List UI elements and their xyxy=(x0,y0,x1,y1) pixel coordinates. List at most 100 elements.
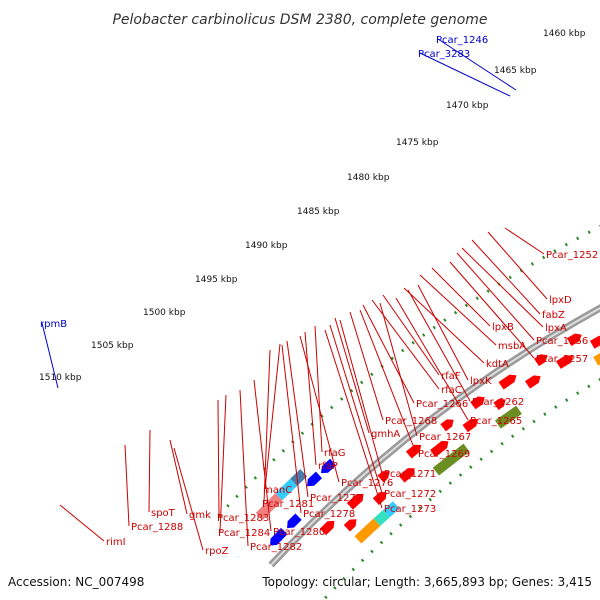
accession-text: Accession: NC_007498 xyxy=(8,575,144,589)
kbp-tick-label: 1485 kbp xyxy=(297,207,340,217)
gene-label[interactable]: rfaP xyxy=(318,461,338,472)
gene-label[interactable]: Pcar_1282 xyxy=(250,542,302,553)
gene-label[interactable]: rfaG xyxy=(324,448,346,459)
label-leader-line xyxy=(407,289,471,402)
gene-label[interactable]: lpxB xyxy=(492,322,514,333)
label-leader-line xyxy=(359,309,417,454)
gene-label[interactable]: Pcar_3283 xyxy=(418,49,470,60)
gene-label[interactable]: manC xyxy=(263,485,292,496)
gene-label[interactable]: lpxA xyxy=(545,323,567,334)
gene-label[interactable]: Pcar_1265 xyxy=(470,416,522,427)
gene-label[interactable]: kdtA xyxy=(486,359,509,370)
forward-gene-arrow xyxy=(319,520,335,536)
label-leader-line xyxy=(124,444,130,527)
cog-category-block xyxy=(290,469,308,486)
gene-label[interactable]: spoT xyxy=(151,508,176,519)
label-leader-line xyxy=(403,287,485,364)
gene-label[interactable]: Pcar_1280 xyxy=(273,527,325,538)
label-leader-line xyxy=(349,311,384,421)
gene-label[interactable]: Pcar_1288 xyxy=(131,522,183,533)
label-leader-line xyxy=(329,324,383,494)
kbp-tick-label: 1500 kbp xyxy=(143,308,186,318)
label-leader-line xyxy=(219,394,227,533)
gene-label[interactable]: Pcar_1268 xyxy=(385,416,437,427)
gene-label[interactable]: rpmB xyxy=(40,319,67,330)
kbp-tick-label: 1480 kbp xyxy=(347,173,390,183)
gene-label[interactable]: gmhA xyxy=(371,429,400,440)
map-title: Pelobacter carbinolicus DSM 2380, comple… xyxy=(112,12,487,28)
label-leader-line xyxy=(339,319,383,474)
gene-label[interactable]: rfaC xyxy=(441,385,462,396)
label-leader-line xyxy=(431,267,491,327)
forward-gene-arrow xyxy=(556,355,573,369)
gene-label[interactable]: Pcar_1271 xyxy=(384,469,436,480)
label-leader-line xyxy=(461,247,544,328)
kbp-tick-label: 1505 kbp xyxy=(91,341,134,351)
kbp-tick-label: 1495 kbp xyxy=(195,275,238,285)
gene-label[interactable]: rpoZ xyxy=(205,546,229,557)
label-leader-line xyxy=(59,504,105,542)
kbp-tick-label: 1465 kbp xyxy=(494,66,537,76)
label-leader-line xyxy=(281,344,302,514)
label-leader-line xyxy=(299,335,340,483)
gene-label[interactable]: fabZ xyxy=(542,310,565,321)
forward-gene-arrow xyxy=(462,418,478,433)
gene-label[interactable]: Pcar_1252 xyxy=(546,250,598,261)
gene-label[interactable]: Pcar_1262 xyxy=(472,397,524,408)
gene-label[interactable]: rfaF xyxy=(441,371,461,382)
label-leader-line xyxy=(487,231,548,300)
label-leader-line xyxy=(314,325,323,453)
label-leader-line xyxy=(362,304,415,404)
gene-label[interactable]: Pcar_1277 xyxy=(310,493,362,504)
gene-label[interactable]: Pcar_1272 xyxy=(384,489,436,500)
forward-gene-arrow xyxy=(566,333,582,346)
gene-label[interactable]: Pcar_1267 xyxy=(419,432,471,443)
gene-label[interactable]: Pcar_1266 xyxy=(416,399,468,410)
kbp-tick-label: 1460 kbp xyxy=(543,29,586,39)
kbp-tick-label: 1490 kbp xyxy=(245,241,288,251)
gene-label[interactable]: Pcar_1256 xyxy=(536,336,588,347)
forward-gene-arrow xyxy=(470,396,485,410)
label-leader-line xyxy=(379,302,418,437)
gene-label[interactable]: Pcar_1257 xyxy=(536,354,588,365)
gene-label[interactable]: Pcar_1246 xyxy=(436,35,488,46)
gene-label[interactable]: Pcar_1273 xyxy=(384,504,436,515)
gene-label[interactable]: Pcar_1269 xyxy=(418,449,470,460)
gene-label[interactable]: Pcar_1281 xyxy=(262,499,314,510)
gene-label[interactable]: lpxK xyxy=(470,376,492,387)
label-leader-line xyxy=(253,379,272,532)
reverse-gene-arrow xyxy=(320,458,337,474)
forward-gene-arrow xyxy=(372,492,387,505)
forward-gene-arrow xyxy=(525,375,541,389)
label-leader-line xyxy=(286,340,309,498)
label-leader-line xyxy=(456,252,535,341)
cog-category-block xyxy=(593,353,600,366)
forward-gene-arrow xyxy=(398,468,415,483)
cog-category-block xyxy=(255,493,283,520)
gene-label[interactable]: Pcar_1283 xyxy=(217,513,269,524)
gene-label[interactable]: Pcar_1278 xyxy=(303,509,355,520)
label-leader-line xyxy=(239,389,249,547)
reverse-gene-arrow xyxy=(287,513,302,529)
gene-label[interactable]: gmk xyxy=(189,510,211,521)
label-leader-line xyxy=(382,294,440,376)
gene-tracks xyxy=(217,224,600,600)
reverse-gene-arrow xyxy=(306,471,323,487)
genome-summary-text: Topology: circular; Length: 3,665,893 bp… xyxy=(261,575,592,589)
gene-label[interactable]: lpxD xyxy=(549,295,572,306)
label-leader-line xyxy=(169,439,188,515)
cog-category-block xyxy=(383,501,400,518)
cog-category-block xyxy=(275,478,298,501)
cog-category-block xyxy=(432,443,470,476)
forward-gene-arrow xyxy=(430,440,449,457)
gene-label[interactable]: Pcar_1276 xyxy=(341,478,393,489)
label-leader-line xyxy=(217,399,220,518)
gene-label[interactable]: Pcar_1284 xyxy=(218,528,270,539)
label-leader-line xyxy=(437,38,517,91)
kbp-scale: 1460 kbp 1465 kbp 1470 kbp 1475 kbp 1480… xyxy=(39,29,586,383)
gene-label[interactable]: msbA xyxy=(498,341,526,352)
gene-label[interactable]: rimI xyxy=(106,537,126,548)
label-leader-line xyxy=(334,317,370,434)
label-leader-line xyxy=(471,239,541,315)
